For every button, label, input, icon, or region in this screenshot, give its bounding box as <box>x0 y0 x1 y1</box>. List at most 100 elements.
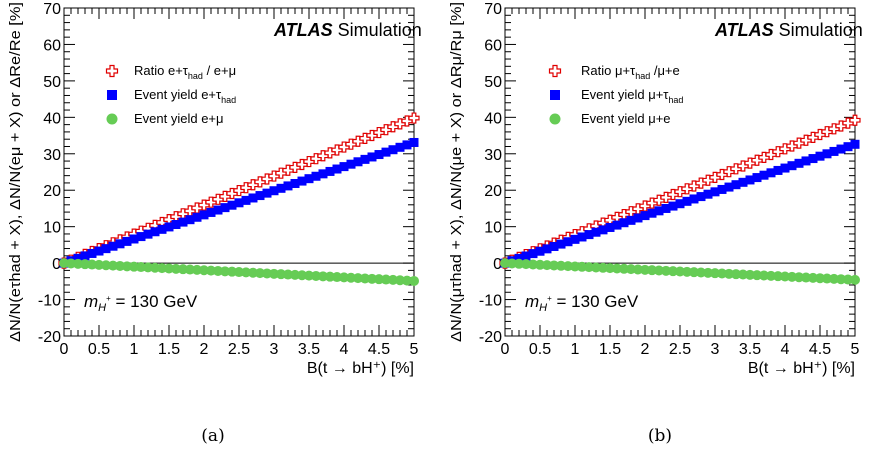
data-point <box>703 189 713 199</box>
data-point <box>794 158 804 168</box>
chart-b-svg: -20 -10 0 10 20 30 40 50 60 70 0 0.5 1 1.5 2 2.5 3 3.5 4 4.… <box>448 1 863 377</box>
data-point <box>542 244 552 254</box>
data-point <box>752 173 762 183</box>
series-2 <box>59 137 419 268</box>
x-tick-label: 0.5 <box>88 341 110 358</box>
y-tick-label: 10 <box>484 220 502 237</box>
legend-marker <box>106 113 118 125</box>
x-tick-label: 1.5 <box>599 341 621 358</box>
x-tick-label: 2.5 <box>669 341 691 358</box>
legend-marker <box>107 90 117 100</box>
x-tick-label: 4 <box>340 341 349 358</box>
data-point <box>192 212 202 222</box>
data-point <box>682 196 692 206</box>
data-point <box>178 217 188 227</box>
data-point <box>171 220 181 230</box>
y-tick-label: -10 <box>38 293 61 310</box>
data-point <box>780 163 790 173</box>
data-point <box>150 227 160 237</box>
legend-label: Ratio μ+τhad /μ+e <box>581 63 680 81</box>
data-point <box>710 187 720 197</box>
data-point <box>724 182 734 192</box>
data-point <box>73 253 83 263</box>
x-tick-label: 0 <box>501 341 510 358</box>
data-point <box>570 234 580 244</box>
data-point <box>157 224 167 234</box>
y-tick-label: 70 <box>43 1 61 18</box>
data-point <box>311 171 321 181</box>
x-tick-label: 3 <box>270 341 279 358</box>
data-point <box>773 165 783 175</box>
data-point <box>640 211 650 221</box>
data-point <box>80 251 90 261</box>
legend-label: Event yield e+μ <box>134 111 224 126</box>
x-tick-label: 0.5 <box>529 341 551 358</box>
data-point <box>339 162 349 172</box>
data-point <box>843 142 853 152</box>
data-point <box>220 203 230 213</box>
data-point <box>136 232 146 242</box>
y-axis-label: ΔN/N(eτhad + X), ΔN/N(eμ + X) or ΔRe/Re … <box>7 2 24 342</box>
legend-marker <box>105 64 119 78</box>
data-point <box>388 145 398 155</box>
x-tick-label: 5 <box>410 341 419 358</box>
series-3 <box>59 258 419 286</box>
data-point <box>849 114 861 126</box>
data-point <box>556 239 566 249</box>
data-point <box>248 193 258 203</box>
data-point <box>318 169 328 179</box>
y-tick-label: 30 <box>43 147 61 164</box>
data-point <box>815 151 825 161</box>
caption-a: (a) <box>201 426 225 446</box>
data-point <box>346 159 356 169</box>
data-point <box>367 152 377 162</box>
data-point <box>850 274 860 285</box>
data-point <box>591 227 601 237</box>
x-tick-label: 2.5 <box>228 341 250 358</box>
x-tick-label: 4 <box>781 341 790 358</box>
data-point <box>689 194 699 204</box>
x-tick-label: 3.5 <box>298 341 320 358</box>
data-point <box>185 215 195 225</box>
data-point <box>514 253 524 263</box>
plot-frame <box>63 7 415 337</box>
data-point <box>381 147 391 157</box>
data-point <box>675 199 685 209</box>
atlas-label: ATLAS Simulation <box>714 20 863 40</box>
data-point <box>647 208 657 218</box>
legend-label: Ratio e+τhad / e+μ <box>134 63 236 81</box>
data-point <box>199 210 209 220</box>
data-point <box>521 251 531 261</box>
y-tick-label: 50 <box>484 74 502 91</box>
x-tick-label: 5 <box>851 341 860 358</box>
data-point <box>850 139 860 149</box>
data-point <box>227 200 237 210</box>
data-point <box>395 142 405 152</box>
data-point <box>528 249 538 259</box>
x-axis-label: B(t → bH⁺) [%] <box>748 360 855 377</box>
data-point <box>108 241 118 251</box>
data-point <box>87 248 97 258</box>
data-point <box>269 186 279 196</box>
x-tick-label: 2 <box>641 341 650 358</box>
data-point <box>360 154 370 164</box>
series-2 <box>500 139 860 268</box>
y-tick-label: 50 <box>43 74 61 91</box>
data-point <box>122 236 132 246</box>
y-tick-label: 30 <box>484 147 502 164</box>
data-point <box>353 157 363 167</box>
y-tick-label: 0 <box>52 256 61 273</box>
x-axis-label: B(t → bH⁺) [%] <box>307 360 414 377</box>
y-tick-label: 20 <box>43 183 61 200</box>
atlas-label: ATLAS Simulation <box>273 20 422 40</box>
data-point <box>619 218 629 228</box>
data-point <box>584 230 594 240</box>
legend-marker <box>549 113 561 125</box>
x-tick-label: 1 <box>130 341 139 358</box>
y-tick-label: 20 <box>484 183 502 200</box>
data-point <box>241 195 251 205</box>
y-tick-label: 10 <box>43 220 61 237</box>
data-point <box>164 222 174 232</box>
series-3 <box>500 258 860 285</box>
